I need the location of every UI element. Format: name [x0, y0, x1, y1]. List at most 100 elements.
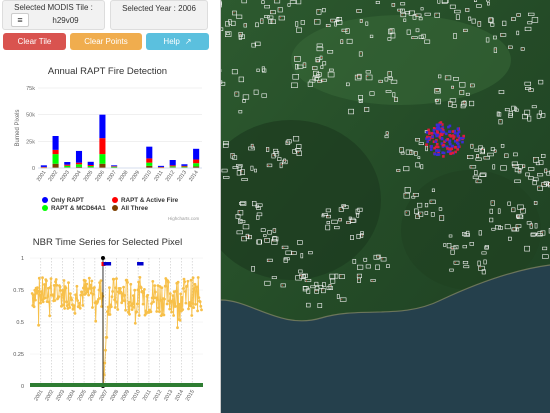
bar — [52, 136, 59, 150]
clearing-patch — [403, 192, 410, 199]
nbr-point — [129, 282, 133, 286]
legend-only-rapt[interactable]: Only RAPT — [42, 197, 84, 204]
clearing-patch — [384, 135, 389, 139]
satellite-map[interactable] — [221, 0, 550, 413]
clearing-patch — [254, 41, 261, 47]
clearing-patch — [314, 281, 319, 286]
burn-pixel — [430, 145, 433, 148]
nbr-point — [115, 300, 119, 304]
clearing-patch — [273, 148, 279, 154]
clearing-patch — [520, 208, 526, 214]
clearing-fire-spot — [471, 145, 473, 147]
clear-points-button[interactable]: Clear Points — [70, 33, 142, 50]
clearing-fire-spot — [239, 33, 241, 35]
clearing-patch — [295, 21, 299, 27]
clearing-patch — [340, 39, 344, 45]
clearing-fire-spot — [388, 72, 390, 74]
x-tick-label: 2010 — [141, 170, 153, 183]
burn-pixel — [454, 145, 457, 149]
burn-pixel — [451, 134, 454, 137]
clearing-fire-spot — [468, 156, 470, 158]
clearing-patch — [462, 245, 467, 249]
clearing-fire-spot — [249, 236, 251, 238]
nbr-point — [54, 280, 57, 284]
nbr-point — [32, 305, 36, 309]
nbr-point — [191, 302, 194, 305]
clearing-patch — [266, 163, 273, 168]
clearing-patch — [386, 264, 390, 268]
y-tick-label: 0 — [32, 166, 35, 172]
nbr-point — [94, 319, 98, 323]
burn-pixel — [445, 145, 449, 149]
nbr-point — [126, 310, 130, 314]
clearing-fire-spot — [342, 30, 344, 32]
clearing-fire-spot — [331, 20, 333, 22]
clearing-patch — [380, 257, 387, 262]
clearing-patch — [306, 302, 311, 308]
bar — [75, 162, 83, 165]
clearing-patch — [507, 201, 511, 206]
clearing-fire-spot — [412, 37, 414, 39]
clearing-patch — [404, 187, 411, 193]
nbr-point — [198, 300, 202, 304]
clearing-patch — [370, 279, 376, 282]
nbr-point — [146, 293, 150, 297]
hamburger-icon[interactable]: ≡ — [11, 13, 29, 27]
x-tick-label: 2010 — [131, 389, 142, 402]
nbr-point — [182, 277, 186, 281]
clearing-patch — [527, 21, 533, 25]
clearing-patch — [354, 74, 362, 81]
clearing-fire-spot — [377, 256, 379, 257]
clearing-fire-spot — [392, 4, 394, 6]
map-canvas[interactable] — [221, 0, 550, 413]
clearing-patch — [242, 99, 246, 103]
help-button[interactable]: Help ↗ — [146, 33, 209, 50]
y-tick-label: 0.5 — [16, 320, 24, 326]
clearing-patch — [424, 12, 431, 16]
legend-rapt-mcd64a1[interactable]: RAPT & MCD64A1 — [42, 205, 106, 212]
clearing-patch — [296, 27, 302, 33]
clearing-fire-spot — [382, 258, 383, 260]
clearing-patch — [434, 99, 439, 102]
nbr-point — [70, 298, 74, 302]
nbr-point — [75, 284, 79, 288]
clearing-patch — [283, 158, 286, 163]
clearing-fire-spot — [419, 213, 421, 214]
clearing-patch — [475, 157, 482, 161]
clearing-patch — [434, 12, 441, 18]
nbr-point — [199, 304, 203, 308]
clearing-patch — [477, 260, 481, 267]
burn-pixel — [457, 142, 460, 146]
nbr-point — [93, 286, 96, 289]
clearing-fire-spot — [371, 280, 373, 282]
clear-tile-button[interactable]: Clear Tile — [3, 33, 66, 50]
burn-pixel — [436, 131, 439, 134]
clearing-patch — [516, 214, 520, 219]
clearing-patch — [266, 258, 273, 262]
clearing-patch — [467, 155, 474, 160]
clearing-patch — [365, 70, 371, 74]
clearing-patch — [268, 19, 273, 24]
legend-all-three[interactable]: All Three — [112, 205, 148, 212]
clearing-patch — [418, 211, 424, 217]
burn-pixel — [456, 132, 459, 135]
clearing-patch — [417, 202, 423, 208]
nbr-point — [163, 284, 167, 288]
legend-rapt-active-fire[interactable]: RAPT & Active Fire — [112, 197, 178, 204]
nbr-point — [62, 279, 66, 282]
clearing-patch — [299, 273, 306, 279]
x-tick-label: 2004 — [66, 389, 77, 402]
nbr-point — [152, 300, 155, 304]
nbr-point — [197, 296, 201, 299]
nbr-point — [171, 294, 175, 297]
clearing-patch — [524, 26, 532, 32]
clearing-patch — [250, 143, 254, 149]
clearing-patch — [536, 113, 541, 119]
clearing-patch — [526, 221, 532, 225]
clearing-patch — [497, 112, 502, 117]
clearing-patch — [516, 13, 521, 17]
burn-pixel — [427, 128, 430, 132]
clearing-patch — [477, 21, 482, 27]
nbr-point — [139, 286, 143, 290]
nbr-point — [81, 304, 85, 307]
